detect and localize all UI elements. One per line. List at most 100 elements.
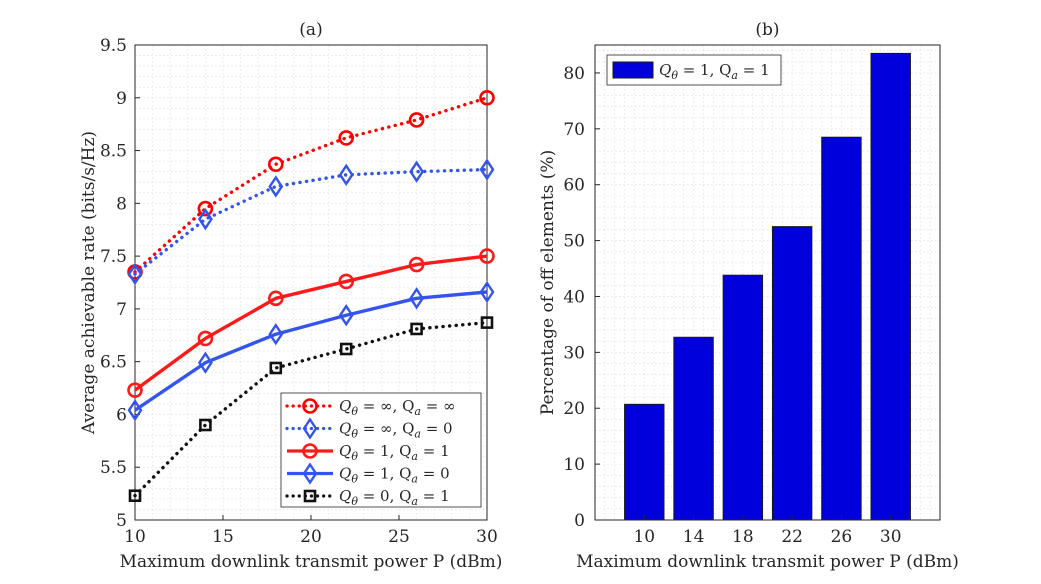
series-line xyxy=(133,96,489,274)
legend-legend-eq1: = 1, Q xyxy=(358,465,411,483)
series-line xyxy=(133,254,488,392)
legend-legend-eq2: = 1 xyxy=(418,442,450,460)
data-point-marker xyxy=(128,489,142,503)
bar xyxy=(821,136,862,521)
bar xyxy=(722,274,764,521)
series-3 xyxy=(127,280,495,422)
x-tick-label: 10 xyxy=(124,527,146,547)
legend-entry: Qθ = 1, Qa = 0 xyxy=(339,465,450,486)
x-tick-label: 15 xyxy=(212,527,234,547)
legend-legend-main: Q xyxy=(339,465,351,483)
panel-b-bar-chart: 10 14 18 22 26 30 0 10 20 30 40 50 60 70 80 (b) Maximum … xyxy=(538,20,959,572)
legend-marker-sample xyxy=(302,398,318,414)
bar xyxy=(624,403,665,521)
x-tick-label: 30 xyxy=(880,527,902,547)
legend-legend-sub2: a xyxy=(411,473,418,486)
legend-legend-eq1: = 1, Q xyxy=(678,61,731,79)
x-tick-label: 18 xyxy=(732,527,754,547)
legend-legend-sub1: θ xyxy=(351,450,358,463)
data-point-marker xyxy=(127,262,143,286)
y-tick-label: 9 xyxy=(116,89,127,109)
data-point-marker xyxy=(338,273,355,290)
legend: Qθ = 1, Qa = 1 xyxy=(606,54,782,86)
data-point-marker xyxy=(338,304,354,327)
y-tick-label: 0 xyxy=(574,511,585,531)
data-point-marker xyxy=(479,248,495,264)
data-point-marker xyxy=(199,418,212,432)
y-tick-label: 5.5 xyxy=(100,458,127,478)
legend-marker-sample xyxy=(303,489,317,503)
legend: Qθ = ∞, Qa = ∞Qθ = ∞, Qa = 0Qθ = 1, Qa =… xyxy=(280,392,482,508)
legend-legend-sub2: a xyxy=(731,69,738,82)
data-point-marker xyxy=(127,382,143,398)
y-tick-label: 6 xyxy=(116,405,127,425)
legend-legend-eq2: = ∞ xyxy=(421,397,456,415)
data-point-marker xyxy=(197,351,213,374)
legend-entry: Qθ = 1, Qa = 1 xyxy=(659,61,770,82)
legend-legend-eq2: = 0 xyxy=(418,465,450,483)
legend-legend-eq1: = ∞, Q xyxy=(358,397,414,415)
series-line xyxy=(133,167,489,276)
data-point-marker xyxy=(408,112,425,128)
data-point-marker xyxy=(338,163,354,186)
bar xyxy=(771,226,813,521)
x-tick-label: 20 xyxy=(300,527,322,547)
bar xyxy=(870,52,911,521)
legend-legend-eq2: = 1 xyxy=(418,487,450,505)
series-1 xyxy=(127,158,495,286)
data-point-marker xyxy=(410,322,423,336)
legend-legend-sub2: a xyxy=(414,405,421,418)
legend-legend-eq1: = ∞, Q xyxy=(358,420,414,438)
x-tick-label: 22 xyxy=(781,527,803,547)
legend-legend-main: Q xyxy=(659,61,671,79)
legend-marker-sample xyxy=(302,417,318,440)
data-point-marker xyxy=(338,130,355,146)
legend-entry: Qθ = ∞, Qa = ∞ xyxy=(339,397,456,418)
x-tick-label: 10 xyxy=(633,527,655,547)
data-point-marker xyxy=(197,330,214,347)
y-axis-label: Average achievable rate (bits/s/Hz) xyxy=(79,131,99,435)
x-tick-label: 30 xyxy=(476,527,498,547)
legend-legend-eq2: = 1 xyxy=(738,61,770,79)
data-point-marker xyxy=(479,158,495,181)
legend-legend-sub1: θ xyxy=(351,495,358,508)
x-tick-label: 14 xyxy=(683,527,705,547)
data-point-marker xyxy=(479,280,495,304)
series-line xyxy=(133,320,489,498)
x-axis-label: Maximum downlink transmit power P (dBm) xyxy=(120,552,503,572)
legend-entry: Qθ = 1, Qa = 1 xyxy=(339,442,450,463)
legend-legend-eq1: = 0, Q xyxy=(358,487,411,505)
data-point-marker xyxy=(268,323,284,346)
x-tick-label: 25 xyxy=(388,527,410,547)
data-point-marker xyxy=(197,208,213,231)
y-axis-label: Percentage of off elements (%) xyxy=(538,150,558,415)
legend-legend-sub1: θ xyxy=(671,69,678,82)
legend-legend-main: Q xyxy=(339,397,351,415)
y-tick-label: 80 xyxy=(563,64,585,84)
chart-title: (b) xyxy=(755,20,779,40)
legend-marker-sample xyxy=(302,462,318,485)
y-tick-label: 40 xyxy=(563,287,585,307)
panel-a-line-chart: 10 15 20 25 30 5 5.5 6 6.5 7 7.5 8 8.5 9 9.5 (a) Maximum… xyxy=(79,20,502,572)
legend-marker-sample xyxy=(302,443,318,459)
x-axis-label: Maximum downlink transmit power P (dBm) xyxy=(576,552,959,572)
data-point-marker xyxy=(480,316,494,329)
legend-legend-eq1: = 1, Q xyxy=(358,442,411,460)
chart-title: (a) xyxy=(299,20,322,40)
legend-legend-main: Q xyxy=(339,442,351,460)
data-point-marker xyxy=(268,175,284,198)
legend-entry: Qθ = 0, Qa = 1 xyxy=(339,487,450,508)
legend-legend-sub2: a xyxy=(411,495,418,508)
legend-legend-sub1: θ xyxy=(351,405,358,418)
series-4 xyxy=(128,316,494,503)
data-point-marker xyxy=(409,287,425,310)
y-tick-label: 10 xyxy=(563,455,585,475)
data-point-marker xyxy=(479,89,495,106)
y-tick-label: 7.5 xyxy=(100,247,127,267)
y-tick-label: 70 xyxy=(563,120,585,140)
series-line xyxy=(134,290,488,412)
data-point-marker xyxy=(267,156,284,173)
data-point-marker xyxy=(409,160,425,183)
data-point-marker xyxy=(127,399,143,422)
